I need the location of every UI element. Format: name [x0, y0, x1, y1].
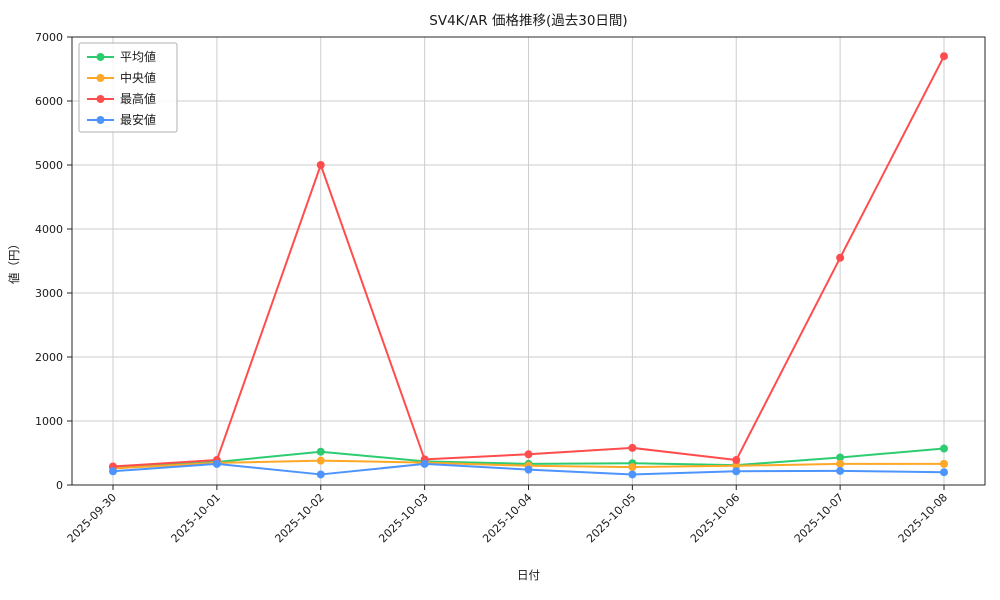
x-tick-label: 2025-10-02	[272, 491, 326, 545]
data-point-max	[836, 253, 845, 262]
y-tick-label: 5000	[35, 159, 63, 172]
y-tick-label: 2000	[35, 351, 63, 364]
y-tick-label: 6000	[35, 95, 63, 108]
legend-box	[78, 42, 178, 133]
x-axis-label: 日付	[517, 568, 540, 582]
x-tick-label: 2025-10-08	[896, 491, 950, 545]
y-tick-label: 0	[56, 479, 63, 492]
legend-marker-mean	[96, 53, 105, 61]
y-axis-ticks: 0 1000 2000 3000 4000 5000 6000 7000	[35, 31, 72, 492]
y-tick-label: 7000	[35, 31, 63, 44]
x-tick-label: 2025-10-05	[584, 491, 638, 545]
legend-label-mean: 平均値	[120, 49, 156, 64]
chart-title: SV4K/AR 価格推移(過去30日間)	[429, 13, 627, 29]
legend-marker-max	[96, 95, 105, 103]
data-point-min	[732, 467, 741, 476]
y-tick-label: 4000	[35, 223, 63, 236]
legend-label-max: 最高値	[120, 91, 156, 106]
legend-marker-median	[96, 74, 105, 82]
x-tick-label: 2025-10-06	[688, 491, 742, 545]
data-point-mean	[836, 453, 845, 462]
data-point-min	[420, 459, 429, 468]
data-point-min	[109, 467, 117, 476]
x-tick-label: 2025-10-04	[480, 491, 534, 545]
data-point-max	[940, 52, 948, 61]
data-point-max	[316, 161, 325, 169]
x-tick-label: 2025-10-01	[169, 491, 223, 545]
y-tick-label: 1000	[35, 415, 63, 428]
data-point-mean	[316, 447, 325, 456]
series-min	[109, 459, 948, 479]
data-point-max	[524, 450, 533, 459]
data-point-min	[628, 470, 637, 479]
data-point-min	[940, 468, 948, 477]
data-point-mean	[940, 444, 948, 453]
data-point-min	[524, 465, 533, 474]
data-point-min	[212, 459, 221, 468]
x-tick-label: 2025-10-03	[376, 491, 430, 545]
data-point-median	[316, 456, 325, 465]
y-tick-label: 3000	[35, 287, 63, 300]
x-tick-label: 2025-09-30	[65, 491, 119, 545]
data-point-median	[940, 459, 948, 468]
data-point-max	[732, 456, 741, 465]
legend-marker-min	[96, 116, 105, 124]
data-point-min	[316, 470, 325, 479]
data-point-min	[836, 466, 845, 475]
data-point-median	[836, 459, 845, 468]
y-axis-label: 値（円）	[7, 238, 21, 284]
x-tick-label: 2025-10-07	[792, 491, 846, 545]
data-point-median	[628, 463, 637, 472]
data-point-max	[628, 443, 637, 452]
legend-label-median: 中央値	[120, 70, 156, 85]
x-axis-ticks: 2025-09-30 2025-10-01 2025-10-02 2025-10-03…	[65, 485, 950, 545]
grid-lines	[72, 36, 985, 486]
legend-label-min: 最安値	[120, 112, 156, 127]
